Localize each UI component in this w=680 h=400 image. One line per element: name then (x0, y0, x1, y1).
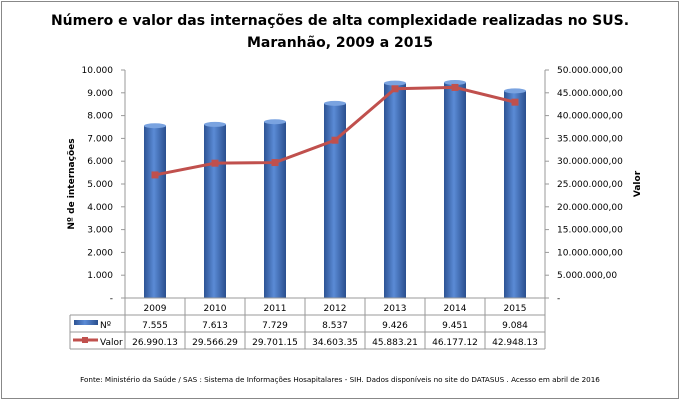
y-left-tick-label: 5.000 (87, 180, 113, 190)
table-valor-value: 34.603.35 (312, 338, 358, 348)
table-count-value: 7.613 (202, 321, 228, 331)
table-valor-value: 29.566.29 (192, 338, 238, 348)
table-valor-value: 45.883.21 (372, 338, 418, 348)
table-count-value: 7.729 (262, 321, 288, 331)
y-left-tick-label: 2.000 (87, 248, 113, 258)
bar-2009 (144, 125, 166, 298)
y-right-tick-label: 45.000.000,00 (557, 89, 623, 99)
chart-title-line-1: Número e valor das internações de alta c… (51, 13, 629, 29)
footer-source: Fonte: Ministério da Saúde / SAS : Siste… (80, 375, 600, 384)
bar-top-2014 (444, 80, 466, 86)
y-right-tick-label: 40.000.000,00 (557, 112, 623, 122)
chart-title-line-2: Maranhão, 2009 a 2015 (247, 35, 433, 51)
table-valor-value: 26.990.13 (132, 338, 178, 348)
table-year: 2013 (384, 304, 407, 314)
y-left-tick-label: 6.000 (87, 157, 113, 167)
y-left-tick-label: - (110, 294, 113, 304)
legend-line-marker (82, 337, 88, 343)
bar-2011 (264, 121, 286, 298)
legend-line-label: Valor (100, 338, 123, 348)
y-right-tick-label: 10.000.000,00 (557, 248, 623, 258)
y-right-tick-label: - (557, 294, 560, 304)
valor-point-2009 (151, 171, 159, 179)
bar-2014 (444, 82, 466, 298)
y-right-tick-label: 20.000.000,00 (557, 203, 623, 213)
table-year: 2011 (264, 304, 287, 314)
y-right-tick-label: 25.000.000,00 (557, 180, 623, 190)
legend-bar-key (74, 320, 98, 325)
y-left-tick-label: 8.000 (87, 112, 113, 122)
table-count-value: 8.537 (322, 321, 348, 331)
y-left-tick-label: 3.000 (87, 226, 113, 236)
table-year: 2015 (504, 304, 527, 314)
table-valor-value: 46.177.12 (432, 338, 478, 348)
table-valor-value: 42.948.13 (492, 338, 538, 348)
y-right-tick-label: 15.000.000,00 (557, 226, 623, 236)
table-year: 2010 (204, 304, 227, 314)
table-year: 2009 (144, 304, 167, 314)
valor-point-2014 (451, 83, 459, 91)
bar-2010 (204, 124, 226, 298)
y-left-tick-label: 9.000 (87, 89, 113, 99)
table-count-value: 9.426 (382, 321, 408, 331)
bar-top-2013 (384, 80, 406, 86)
table-count-value: 9.451 (442, 321, 468, 331)
bar-top-2011 (264, 119, 286, 125)
y-axis-left-label: Nº de internações (67, 138, 77, 229)
bar-2015 (504, 90, 526, 299)
valor-point-2010 (211, 159, 219, 167)
y-left-tick-label: 7.000 (87, 134, 113, 144)
bar-2012 (324, 103, 346, 298)
table-count-value: 7.555 (142, 321, 168, 331)
table-year: 2012 (324, 304, 347, 314)
valor-point-2011 (271, 159, 279, 167)
y-left-tick-label: 10.000 (82, 66, 114, 76)
bar-2013 (384, 83, 406, 299)
table-year: 2014 (444, 304, 467, 314)
y-left-tick-label: 4.000 (87, 203, 113, 213)
valor-point-2012 (331, 136, 339, 144)
valor-point-2015 (511, 98, 519, 106)
y-right-tick-label: 5.000.000,00 (557, 271, 617, 281)
table-count-value: 9.084 (502, 321, 528, 331)
table-valor-value: 29.701.15 (252, 338, 298, 348)
valor-point-2013 (391, 85, 399, 93)
bar-top-2009 (144, 123, 166, 129)
y-left-tick-label: 1.000 (87, 271, 113, 281)
bar-top-2015 (504, 88, 526, 94)
y-right-tick-label: 50.000.000,00 (557, 66, 623, 76)
y-right-tick-label: 35.000.000,00 (557, 134, 623, 144)
y-right-tick-label: 30.000.000,00 (557, 157, 623, 167)
bar-top-2010 (204, 121, 226, 127)
legend-bar-label: Nº (100, 321, 111, 331)
y-axis-right-label: Valor (633, 170, 643, 197)
bar-top-2012 (324, 100, 346, 106)
